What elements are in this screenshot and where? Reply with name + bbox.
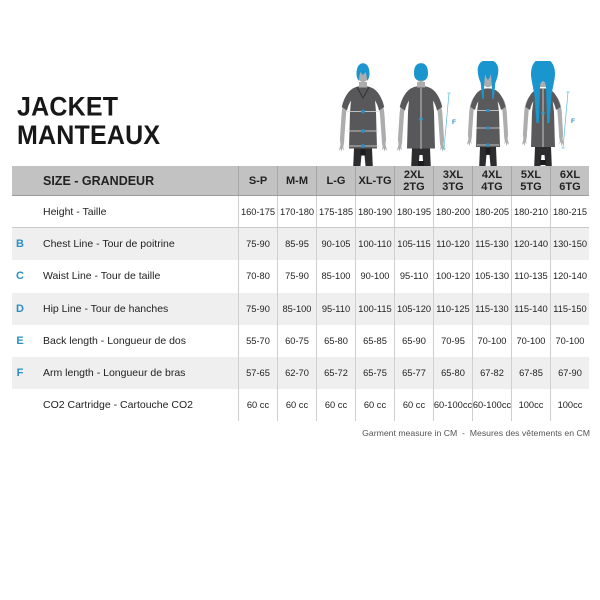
svg-text:F: F bbox=[571, 118, 575, 125]
svg-text:F: F bbox=[452, 119, 456, 126]
